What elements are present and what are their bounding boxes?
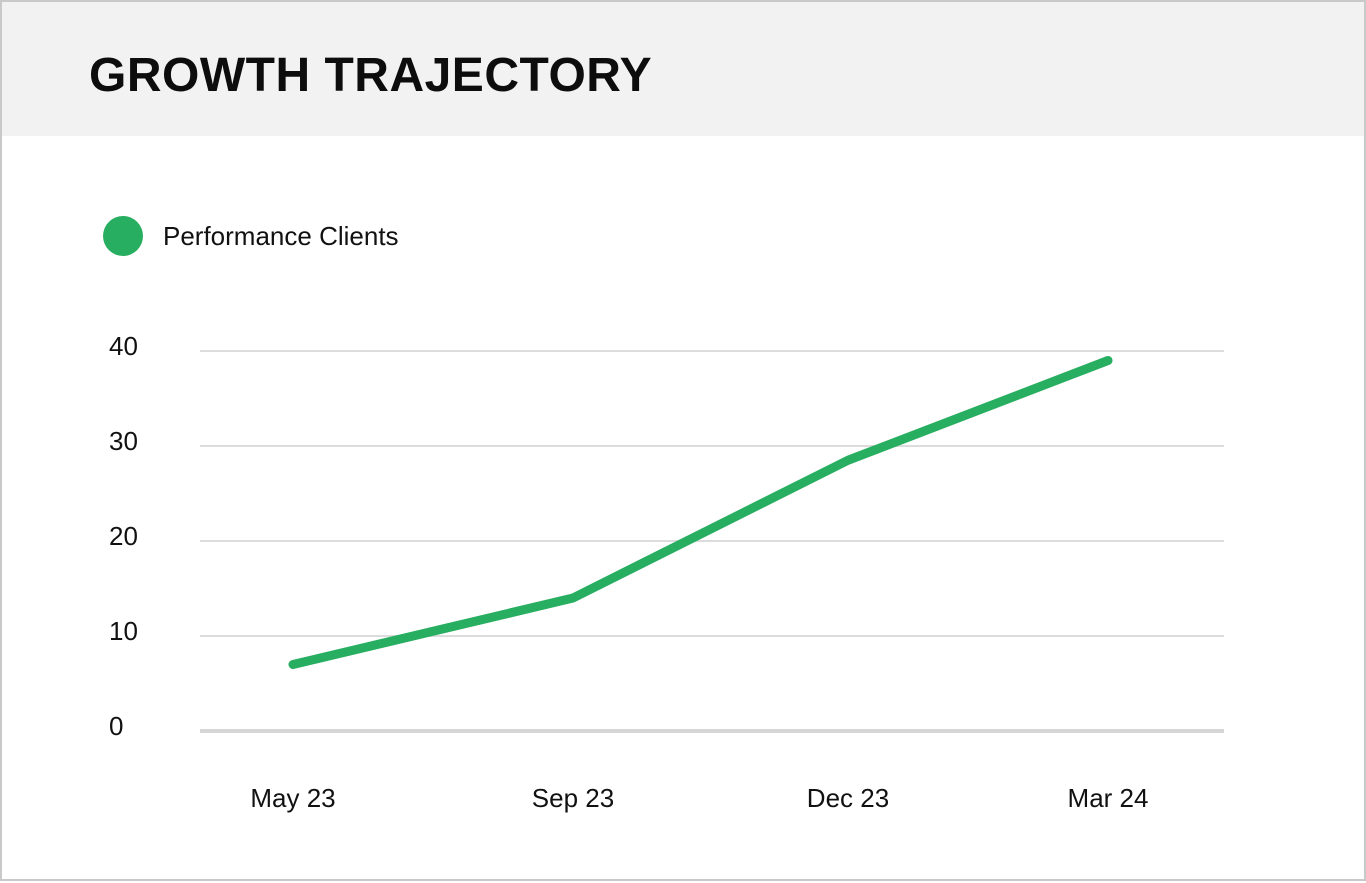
legend-swatch	[103, 216, 143, 256]
x-tick-label: Mar 24	[1068, 783, 1149, 813]
y-tick-label: 0	[109, 711, 123, 741]
y-tick-label: 30	[109, 426, 138, 456]
legend-label: Performance Clients	[163, 220, 399, 251]
grid-lines	[200, 350, 1224, 733]
card-header: GROWTH TRAJECTORY	[2, 2, 1364, 136]
x-tick-label: May 23	[250, 783, 335, 813]
series-line-performance-clients	[288, 356, 1113, 669]
chart-title: GROWTH TRAJECTORY	[89, 49, 653, 102]
y-tick-label: 10	[109, 616, 138, 646]
y-axis-ticks: 0 10 20 30 40	[109, 331, 138, 741]
y-tick-label: 20	[109, 521, 138, 551]
x-tick-label: Sep 23	[532, 783, 614, 813]
y-tick-label: 40	[109, 331, 138, 361]
x-tick-label: Dec 23	[807, 783, 889, 813]
legend: Performance Clients	[103, 216, 399, 256]
x-axis-ticks: May 23 Sep 23 Dec 23 Mar 24	[250, 783, 1148, 813]
series-lines	[288, 356, 1113, 669]
